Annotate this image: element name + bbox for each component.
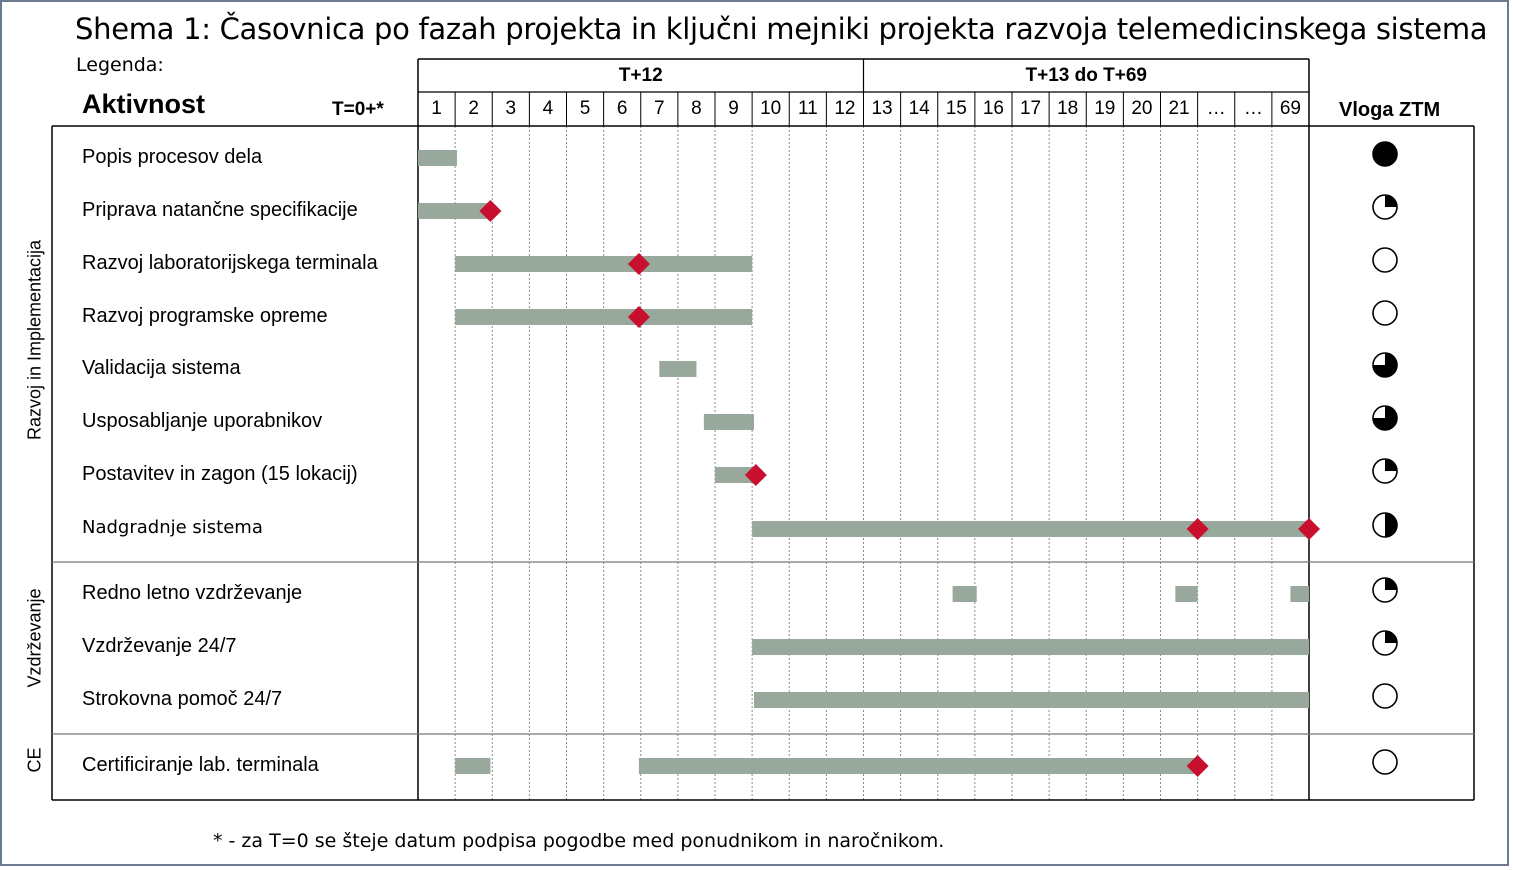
period-label: T+12 (618, 65, 663, 86)
milestone-diamond (1186, 518, 1209, 540)
month-label: 21 (1168, 98, 1190, 119)
month-label: … (1206, 98, 1226, 119)
t0-header: T=0+* (332, 99, 384, 120)
month-label: 20 (1131, 98, 1153, 119)
activity-label: Nadgradnje sistema (82, 517, 263, 538)
activity-label: Certificiranje lab. terminala (82, 754, 319, 776)
milestone-diamond (1186, 755, 1209, 777)
month-label: 6 (616, 98, 628, 119)
month-label: 13 (871, 98, 893, 119)
role-quarter-icon (1372, 630, 1398, 656)
activity-bar (752, 521, 1309, 537)
period-label: T+13 do T+69 (1025, 65, 1147, 86)
activity-label: Validacija sistema (82, 357, 241, 379)
role-quarter-icon (1372, 458, 1398, 484)
activity-bar (703, 414, 754, 430)
activity-label: Razvoj laboratorijskega terminala (82, 252, 378, 274)
activity-label: Popis procesov dela (82, 146, 263, 168)
month-label: 1 (431, 98, 442, 119)
activity-label: Priprava natančne specifikacije (82, 199, 358, 221)
activity-bar (455, 758, 491, 774)
activity-column-header: Aktivnost (82, 89, 206, 119)
activity-label: Redno letno vzdrževanje (82, 582, 303, 604)
legend-label: Legenda: (76, 54, 164, 76)
month-label: … (1243, 98, 1263, 119)
milestone-diamond (479, 200, 502, 222)
month-label: 18 (1057, 98, 1079, 119)
role-empty-icon (1372, 247, 1398, 273)
group-label: CE (24, 747, 45, 773)
month-label: 4 (542, 98, 554, 119)
activity-bar (952, 586, 977, 602)
milestone-diamond (1298, 518, 1320, 540)
activity-bar (638, 758, 1198, 774)
month-label: 19 (1094, 98, 1116, 119)
role-half-icon (1372, 512, 1398, 538)
activity-label: Razvoj programske opreme (82, 305, 328, 327)
role-empty-icon (1372, 300, 1398, 326)
month-label: 69 (1279, 98, 1301, 119)
month-label: 14 (908, 98, 930, 119)
month-label: 12 (834, 98, 856, 119)
role-three-quarter-icon (1372, 352, 1398, 378)
activity-label: Vzdrževanje 24/7 (82, 635, 237, 657)
role-column-header: Vloga ZTM (1339, 99, 1441, 121)
role-empty-icon (1372, 683, 1398, 709)
role-quarter-icon (1372, 194, 1398, 220)
activity-bar (418, 203, 489, 219)
activity-bar (1290, 586, 1309, 602)
footnote: * - za T=0 se šteje datum podpisa pogodb… (213, 830, 945, 852)
month-label: 2 (468, 98, 479, 119)
month-label: 5 (579, 98, 591, 119)
activity-bar (659, 361, 697, 377)
group-label: Razvoj in Implementacija (24, 239, 45, 441)
month-label: 15 (945, 98, 967, 119)
activity-bar (1175, 586, 1198, 602)
role-full-icon (1372, 141, 1398, 167)
activity-bar (752, 639, 1309, 655)
month-label: 11 (797, 98, 818, 119)
activity-label: Strokovna pomoč 24/7 (82, 688, 283, 710)
activity-bar (455, 309, 753, 325)
milestone-diamond (744, 464, 767, 486)
month-label: 8 (691, 98, 702, 119)
activity-bar (455, 256, 753, 272)
activity-bar (418, 150, 457, 166)
month-label: 10 (760, 98, 782, 119)
milestone-diamond (627, 306, 650, 328)
month-label: 16 (982, 98, 1004, 119)
month-label: 9 (728, 98, 739, 119)
activity-label: Postavitev in zagon (15 lokacij) (82, 463, 358, 485)
milestone-diamond (627, 253, 650, 275)
month-label: 17 (1019, 98, 1042, 119)
month-label: 7 (654, 98, 665, 119)
role-quarter-icon (1372, 577, 1398, 603)
activity-bar (715, 467, 756, 483)
figure-title: Shema 1: Časovnica po fazah projekta in … (75, 12, 1488, 46)
role-three-quarter-icon (1372, 405, 1398, 431)
role-empty-icon (1372, 749, 1398, 775)
month-label: 3 (505, 98, 517, 119)
group-label: Vzdrževanje (24, 588, 45, 688)
activity-bar (753, 692, 1309, 708)
activity-label: Usposabljanje uporabnikov (82, 410, 323, 432)
